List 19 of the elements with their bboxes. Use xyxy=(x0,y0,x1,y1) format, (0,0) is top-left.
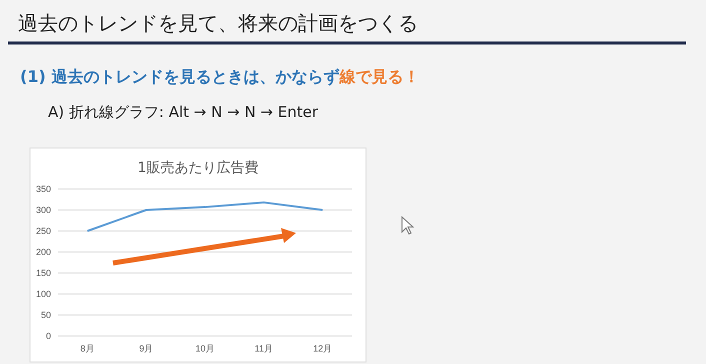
y-tick-label: 200 xyxy=(36,246,51,257)
x-tick-label: 11月 xyxy=(254,344,273,354)
y-tick-label: 0 xyxy=(46,330,51,341)
y-tick-label: 150 xyxy=(36,268,51,278)
y-tick-label: 250 xyxy=(36,226,51,236)
x-tick-label: 12月 xyxy=(313,344,332,354)
text: 線で見る！ xyxy=(338,67,420,86)
chart-title: 1販売あたり広告費 xyxy=(138,160,258,176)
x-tick-label: 8月 xyxy=(80,344,94,354)
y-tick-label: 100 xyxy=(36,288,51,299)
x-tick-label: 9月 xyxy=(139,344,154,354)
x-tick-label: 10月 xyxy=(195,344,215,354)
text: (1) 過去のトレンドを見るときは、かならず xyxy=(20,67,340,86)
y-tick-label: 350 xyxy=(36,184,51,194)
text: 過去のトレンドを見て、将来の計画をつくる xyxy=(18,11,418,35)
y-tick-label: 300 xyxy=(36,204,51,215)
line-series xyxy=(86,201,324,232)
y-tick-label: 50 xyxy=(40,310,51,320)
text: A) 折れ線グラフ: Alt → N → N → Enter xyxy=(48,103,319,121)
